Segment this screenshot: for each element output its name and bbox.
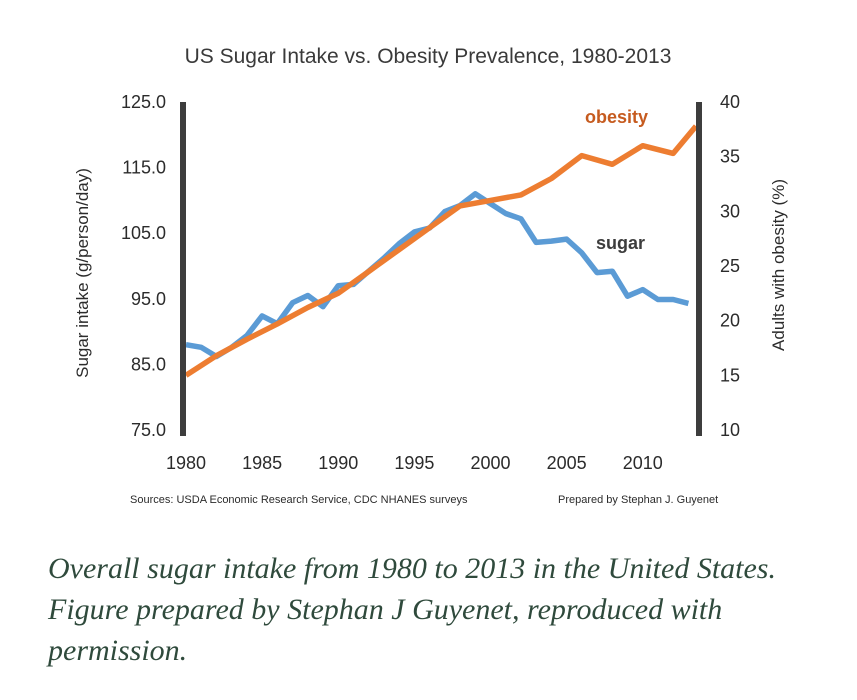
sources-note: Sources: USDA Economic Research Service,… xyxy=(130,494,468,506)
x-tick-label: 2010 xyxy=(623,453,663,473)
right-axis-ticks: 10 15 20 25 30 35 40 xyxy=(720,92,740,440)
left-axis-ticks: 75.0 85.0 95.0 105.0 115.0 125.0 xyxy=(121,92,166,440)
right-axis-line xyxy=(696,102,702,436)
obesity-label: obesity xyxy=(585,107,648,127)
left-tick-label: 115.0 xyxy=(122,158,166,178)
x-tick-label: 1980 xyxy=(166,453,206,473)
right-tick-label: 20 xyxy=(720,311,740,331)
left-tick-label: 75.0 xyxy=(131,420,166,440)
chart: US Sugar Intake vs. Obesity Prevalence, … xyxy=(73,45,788,506)
figure-caption: Overall sugar intake from 1980 to 2013 i… xyxy=(48,552,776,667)
sugar-label: sugar xyxy=(596,233,645,253)
right-tick-label: 40 xyxy=(720,92,740,112)
right-tick-label: 10 xyxy=(720,420,740,440)
right-tick-label: 30 xyxy=(720,201,740,221)
left-tick-label: 85.0 xyxy=(131,354,166,374)
obesity-line xyxy=(184,124,699,378)
x-tick-label: 2000 xyxy=(470,453,510,473)
x-tick-label: 1990 xyxy=(318,453,358,473)
right-axis-label: Adults with obesity (%) xyxy=(769,179,788,351)
series-layer xyxy=(184,124,699,378)
right-tick-label: 15 xyxy=(720,365,740,385)
left-axis-label: Sugar intake (g/person/day) xyxy=(73,168,92,378)
left-tick-label: 95.0 xyxy=(131,289,166,309)
right-tick-label: 25 xyxy=(720,256,740,276)
chart-title: US Sugar Intake vs. Obesity Prevalence, … xyxy=(185,45,672,68)
left-tick-label: 125.0 xyxy=(121,92,166,112)
left-axis-line xyxy=(180,102,186,436)
prepared-by-note: Prepared by Stephan J. Guyenet xyxy=(558,494,718,506)
right-tick-label: 35 xyxy=(720,147,740,167)
left-tick-label: 105.0 xyxy=(121,223,166,243)
x-axis-ticks: 1980 1985 1990 1995 2000 2005 2010 xyxy=(166,453,663,473)
x-tick-label: 2005 xyxy=(547,453,587,473)
x-tick-label: 1995 xyxy=(394,453,434,473)
x-tick-label: 1985 xyxy=(242,453,282,473)
